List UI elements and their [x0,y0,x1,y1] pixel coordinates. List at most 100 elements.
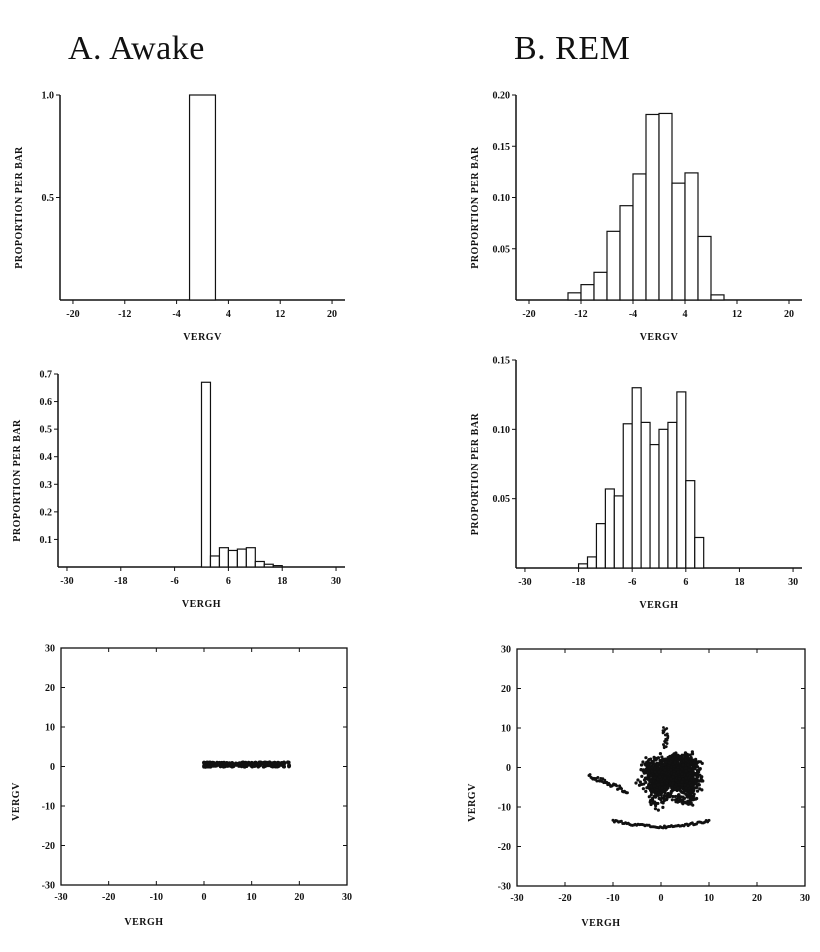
scatter-point [667,763,671,767]
y-tick-label: 0 [50,762,55,773]
scatter-point [286,760,290,764]
scatter-point [670,757,674,761]
scatter-point [694,771,699,776]
column-title-awake: A. Awake [68,30,205,67]
scatter-point [681,763,685,767]
scatter-point [656,783,661,787]
scatter-point [687,768,692,772]
scatter-point [696,775,700,779]
scatter-point [202,761,206,765]
scatter-point [699,776,703,780]
scatter-point [671,794,675,799]
scatter-point [241,762,246,767]
scatter-point [673,787,677,791]
scatter-point [660,782,664,786]
scatter-point [651,801,655,805]
scatter-point [647,769,651,773]
scatter-point [664,794,668,798]
histogram-bar [245,547,256,568]
histogram-bar [188,94,217,301]
x-tick-label: -4 [629,309,637,320]
scatter-point [653,766,657,770]
scatter-point [596,775,600,779]
histogram-bar [658,112,673,301]
scatter-point [625,791,629,795]
scatter-point [672,772,676,776]
y-tick-label: 0.10 [493,193,511,204]
x-tick-label: 30 [342,892,352,903]
scatter-point [692,794,696,799]
scatter-point [676,800,680,804]
x-tick-label: -30 [510,893,523,904]
x-tick-label: -6 [628,577,636,588]
histogram-bar [593,271,608,301]
scatter-point [662,746,666,750]
scatter-point [678,758,682,762]
x-tick-label: 30 [800,893,810,904]
y-tick-label: 0.1 [40,535,53,546]
histogram-bar [613,495,624,569]
scatter-point [700,788,704,792]
scatter-point [671,775,675,779]
scatter-point [663,768,667,773]
x-tick-label: -30 [54,892,67,903]
y-tick-label: -30 [42,881,55,892]
scatter-point [680,767,684,771]
x-axis-label: VERGH [581,918,620,929]
scatter-point [686,784,690,788]
histogram-bar [640,421,651,569]
scatter-point [664,760,669,764]
x-tick-label: -30 [518,577,531,588]
histogram-bar [580,284,595,301]
y-axis-label: VERGV [11,782,22,821]
scatter-point [684,789,689,793]
scatter-point [646,758,651,763]
y-tick-label: 1.0 [42,91,55,102]
x-tick-label: 18 [734,577,744,588]
x-tick-label: 30 [331,576,341,587]
awake-vergv-hist: -20 -12 -4 4 12 20 0.5 1.0 VERGV PROPORTION PER B… [14,91,345,343]
scatter-point [653,769,657,774]
x-tick-label: -20 [102,892,115,903]
scatter-point [652,762,656,766]
histogram-bar [619,205,634,301]
histogram-bar [667,421,678,569]
x-tick-label: -30 [60,576,73,587]
scatter-point [652,784,657,788]
scatter-point [221,764,226,769]
x-tick-label: 18 [277,576,287,587]
x-tick-label: 12 [732,309,742,320]
scatter-point [661,729,665,733]
scatter-point [663,757,667,761]
scatter-point [650,790,654,795]
x-tick-label: 6 [683,577,688,588]
histogram-bar [595,523,606,569]
histogram-bar [218,547,230,568]
scatter-point [664,745,668,749]
x-tick-label: -12 [574,309,587,320]
y-tick-label: 20 [501,684,511,695]
histogram-bar [694,536,705,569]
x-tick-label: 6 [226,576,231,587]
scatter-point [684,764,688,768]
scatter-point [666,734,670,738]
scatter-point [682,796,687,800]
y-tick-label: 30 [501,645,511,656]
scatter-point [662,743,665,746]
scatter-point [658,752,663,756]
scatter-point [676,769,680,774]
y-tick-label: 0.15 [493,142,511,153]
histogram-bar [577,563,589,569]
x-axis-label: VERGH [124,917,163,928]
x-tick-label: 4 [683,309,688,320]
scatter-point [636,778,640,782]
scatter-point [659,791,664,795]
scatter-point [647,762,651,766]
scatter-point [653,807,658,811]
histogram-bar [567,292,582,301]
x-tick-label: 4 [226,309,231,320]
scatter-point [695,789,700,793]
scatter-point [615,784,619,788]
scatter-point [661,801,665,805]
rem-vergh-hist: -30 -18 -6 6 18 30 0.05 0.10 0.15 VERGH PROPORTION… [470,356,802,611]
